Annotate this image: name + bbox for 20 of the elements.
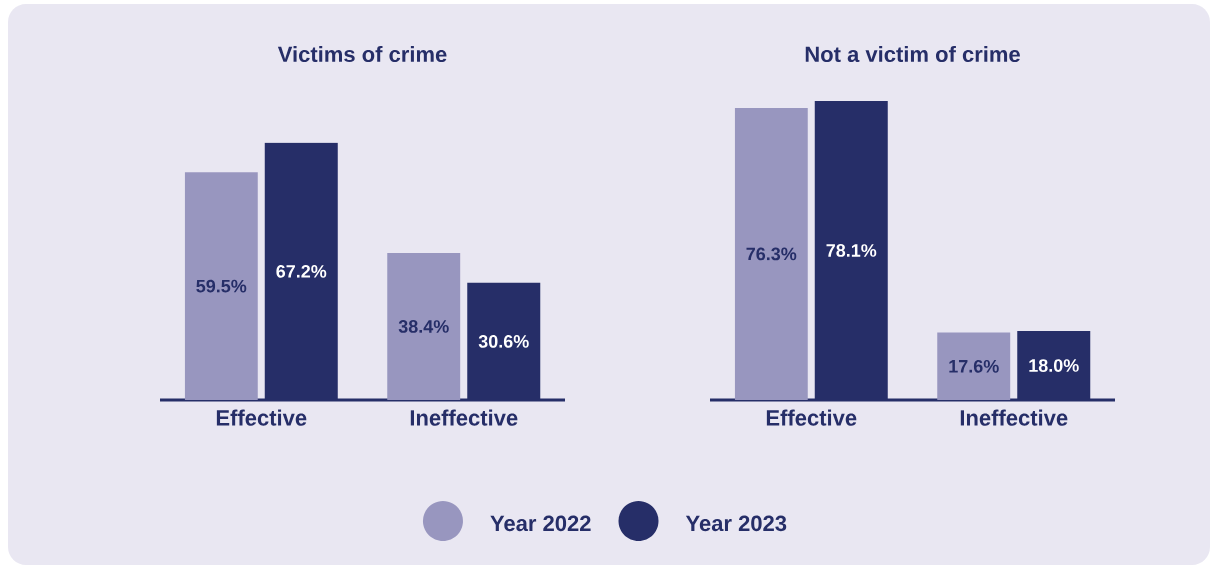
data-label: 78.1% xyxy=(826,244,877,257)
data-label: 17.6% xyxy=(949,359,999,373)
x-tick-label: Ineffective xyxy=(410,409,518,426)
data-label: 30.6% xyxy=(478,335,529,348)
bar xyxy=(937,332,1011,400)
x-tick-label: Effective xyxy=(766,409,857,426)
x-tick-label: Effective xyxy=(216,409,307,426)
data-label: 67.2% xyxy=(276,264,327,278)
chart-title: Victims of crime xyxy=(277,45,447,63)
chart-title: Not a victim of crime xyxy=(805,45,1020,63)
legend-label: Year 2022 xyxy=(490,515,591,532)
data-label: 18.0% xyxy=(1029,359,1079,372)
data-label: 76.3% xyxy=(746,247,797,261)
data-label: 38.4% xyxy=(398,320,449,333)
data-label: 59.5% xyxy=(196,279,247,293)
legend-label: Year 2023 xyxy=(685,515,787,532)
x-tick-label: Ineffective xyxy=(960,409,1068,426)
bar xyxy=(387,252,461,400)
bar xyxy=(184,172,258,400)
bar xyxy=(734,107,808,400)
